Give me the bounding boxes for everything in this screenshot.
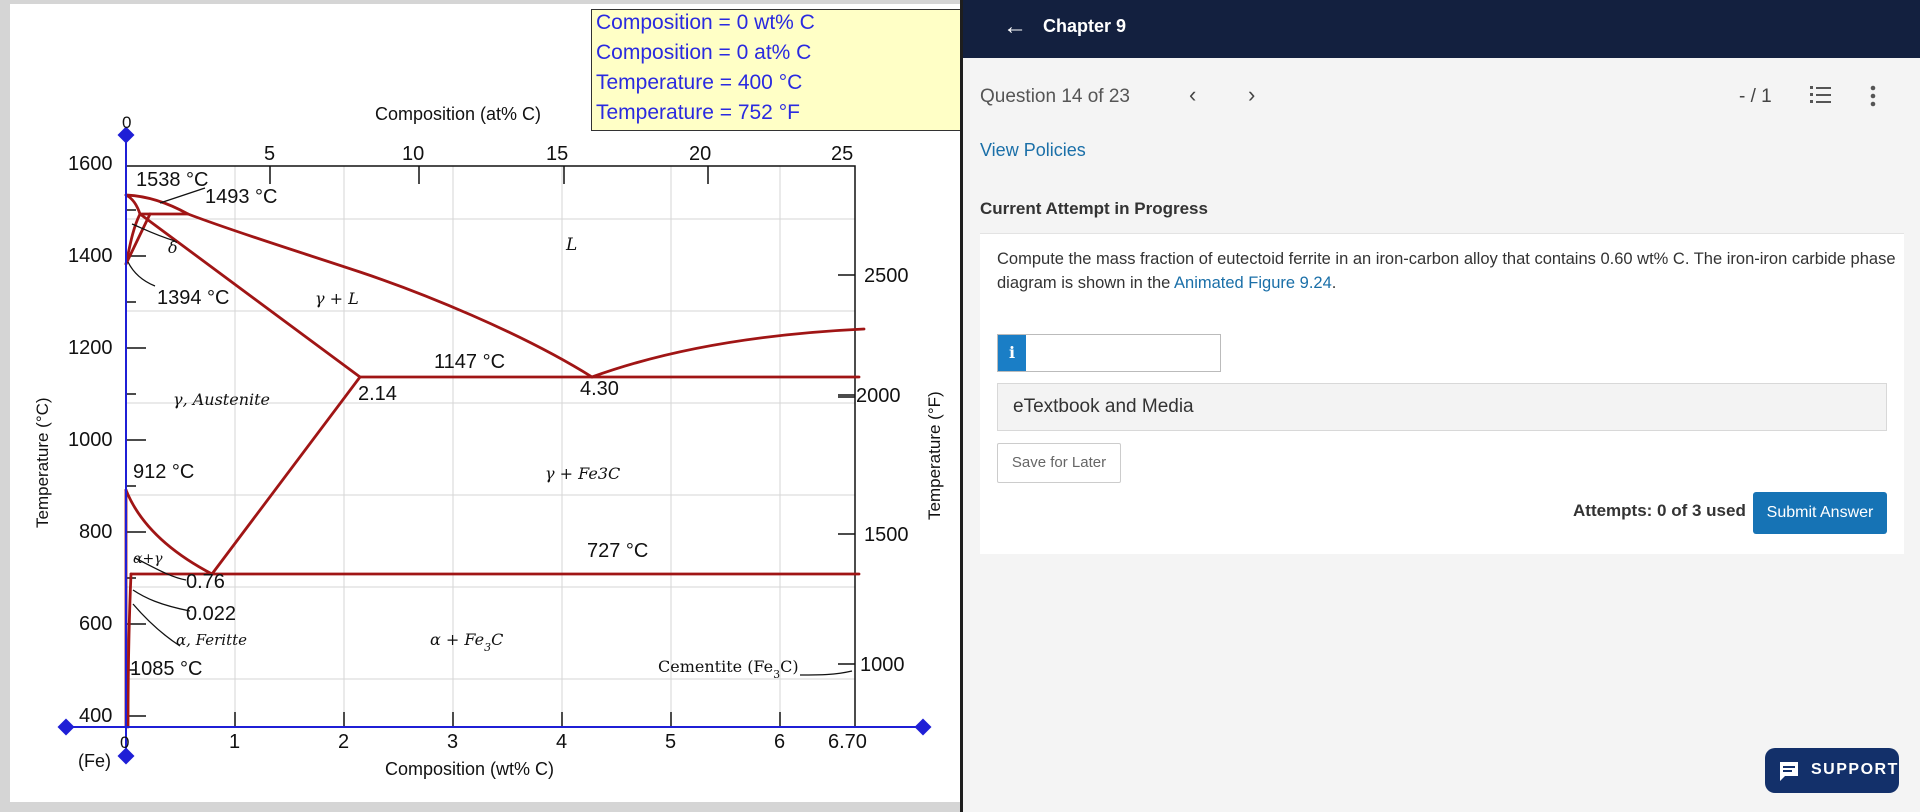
bottom-tick-5: 5 — [665, 731, 676, 753]
label-1493: 1493 °C — [205, 186, 278, 208]
left-tick-600: 600 — [79, 613, 112, 635]
top-tick-10: 10 — [402, 143, 424, 165]
left-tick-1000: 1000 — [68, 429, 113, 451]
bottom-tick-4: 4 — [556, 731, 567, 753]
label-430: 4.30 — [580, 378, 619, 400]
bottom-tick-0: 0 — [120, 733, 129, 752]
left-tick-1600: 1600 — [68, 153, 113, 175]
right-tick-1500: 1500 — [864, 524, 909, 546]
animated-figure-link[interactable]: Animated Figure 9.24 — [1174, 274, 1332, 292]
bottom-tick-1: 1 — [229, 731, 240, 753]
frame-bottom — [0, 802, 960, 812]
bottom-tick-6: 6 — [774, 731, 785, 753]
answer-input[interactable] — [1028, 337, 1220, 369]
top-tick-25: 25 — [831, 143, 853, 165]
phase-diagram[interactable]: 1600 1400 1200 1000 800 600 400 0 5 10 1… — [0, 0, 960, 812]
label-delta: δ — [168, 238, 178, 257]
right-axis-title: Temperature (°F) — [925, 391, 944, 520]
question-list-icon[interactable] — [1809, 84, 1831, 106]
attempt-heading: Current Attempt in Progress — [980, 199, 1208, 218]
label-1147: 1147 °C — [434, 351, 505, 373]
question-text: Compute the mass fraction of eutectoid f… — [997, 247, 1897, 295]
panel-divider[interactable] — [960, 0, 963, 812]
label-gamma-l: γ + L — [315, 289, 359, 308]
question-score: - / 1 — [1739, 86, 1772, 107]
label-0022: 0.022 — [186, 603, 236, 625]
left-tick-800: 800 — [79, 521, 112, 543]
next-question-button[interactable]: › — [1248, 82, 1256, 107]
question-text-start: Compute the mass fraction of eutectoid f… — [997, 250, 1896, 292]
readout-box: Composition = 0 wt% C Composition = 0 at… — [591, 9, 966, 131]
submit-answer-button[interactable]: Submit Answer — [1753, 492, 1887, 534]
question-panel: ← Chapter 9 Question 14 of 23 ‹ › - / 1 … — [963, 0, 1920, 812]
frame-left — [0, 0, 10, 812]
left-tick-1200: 1200 — [68, 337, 113, 359]
label-912: 912 °C — [133, 461, 194, 483]
view-policies-link[interactable]: View Policies — [980, 140, 1086, 160]
info-icon[interactable]: i — [998, 335, 1026, 371]
fe-label: (Fe) — [78, 751, 111, 771]
bottom-tick-3: 3 — [447, 731, 458, 753]
label-alpha-fe3c: α + Fe3C — [430, 630, 503, 654]
attempts-counter: Attempts: 0 of 3 used — [1573, 501, 1746, 520]
question-text-end: . — [1331, 274, 1337, 292]
save-for-later-button[interactable]: Save for Later — [997, 443, 1121, 483]
chapter-header: ← Chapter 9 — [963, 0, 1920, 58]
label-gamma-fe3c: γ + Fe3C — [545, 464, 620, 483]
top-tick-5: 5 — [264, 143, 275, 165]
top-axis-title: Composition (at% C) — [375, 104, 541, 124]
readout-composition-wt: Composition = 0 wt% C — [596, 11, 815, 34]
previous-question-button[interactable]: ‹ — [1189, 82, 1197, 107]
right-tick-2000: 2000 — [856, 385, 901, 407]
question-counter: Question 14 of 23 — [980, 86, 1130, 107]
chapter-title: Chapter 9 — [1043, 16, 1127, 36]
back-arrow-icon[interactable]: ← — [1003, 13, 1027, 40]
bottom-axis-title: Composition (wt% C) — [385, 759, 554, 779]
bottom-tick-670: 6.70 — [828, 731, 867, 753]
label-214: 2.14 — [358, 383, 397, 405]
question-nav-bar — [963, 58, 1920, 136]
support-button[interactable]: SUPPORT — [1765, 748, 1899, 793]
label-076: 0.76 — [186, 571, 225, 593]
etextbook-media-section[interactable]: eTextbook and Media — [997, 383, 1887, 431]
label-1394: 1394 °C — [157, 287, 230, 309]
frame-top — [0, 0, 960, 4]
right-tick-2500: 2500 — [864, 265, 909, 287]
answer-field: i — [997, 334, 1221, 372]
top-tick-20: 20 — [689, 143, 711, 165]
left-tick-1400: 1400 — [68, 245, 113, 267]
phase-diagram-panel: 1600 1400 1200 1000 800 600 400 0 5 10 1… — [0, 0, 966, 812]
label-ferrite: α, Feritte — [176, 631, 247, 649]
left-axis-title: Temperature (°C) — [33, 397, 52, 528]
label-1538: 1538 °C — [136, 169, 209, 191]
label-liquid: L — [565, 235, 577, 255]
right-tick-1000: 1000 — [860, 654, 905, 676]
support-label: SUPPORT — [1811, 761, 1899, 778]
readout-temperature-c: Temperature = 400 °C — [596, 71, 803, 94]
more-options-icon[interactable] — [1869, 84, 1877, 108]
label-cementite: Cementite (Fe3C) — [658, 657, 799, 681]
left-tick-400: 400 — [79, 705, 112, 727]
label-alpha-gamma: α+γ — [133, 551, 163, 567]
label-727: 727 °C — [587, 540, 648, 562]
label-austenite: γ, Austenite — [173, 390, 270, 409]
etextbook-media-label: eTextbook and Media — [1013, 396, 1194, 417]
readout-composition-at: Composition = 0 at% C — [596, 41, 812, 64]
bottom-tick-2: 2 — [338, 731, 349, 753]
chat-icon — [1780, 762, 1798, 781]
top-tick-0: 0 — [122, 113, 131, 132]
label-1085: 1085 °C — [130, 658, 203, 680]
readout-temperature-f: Temperature = 752 °F — [596, 101, 800, 124]
top-tick-15: 15 — [546, 143, 568, 165]
